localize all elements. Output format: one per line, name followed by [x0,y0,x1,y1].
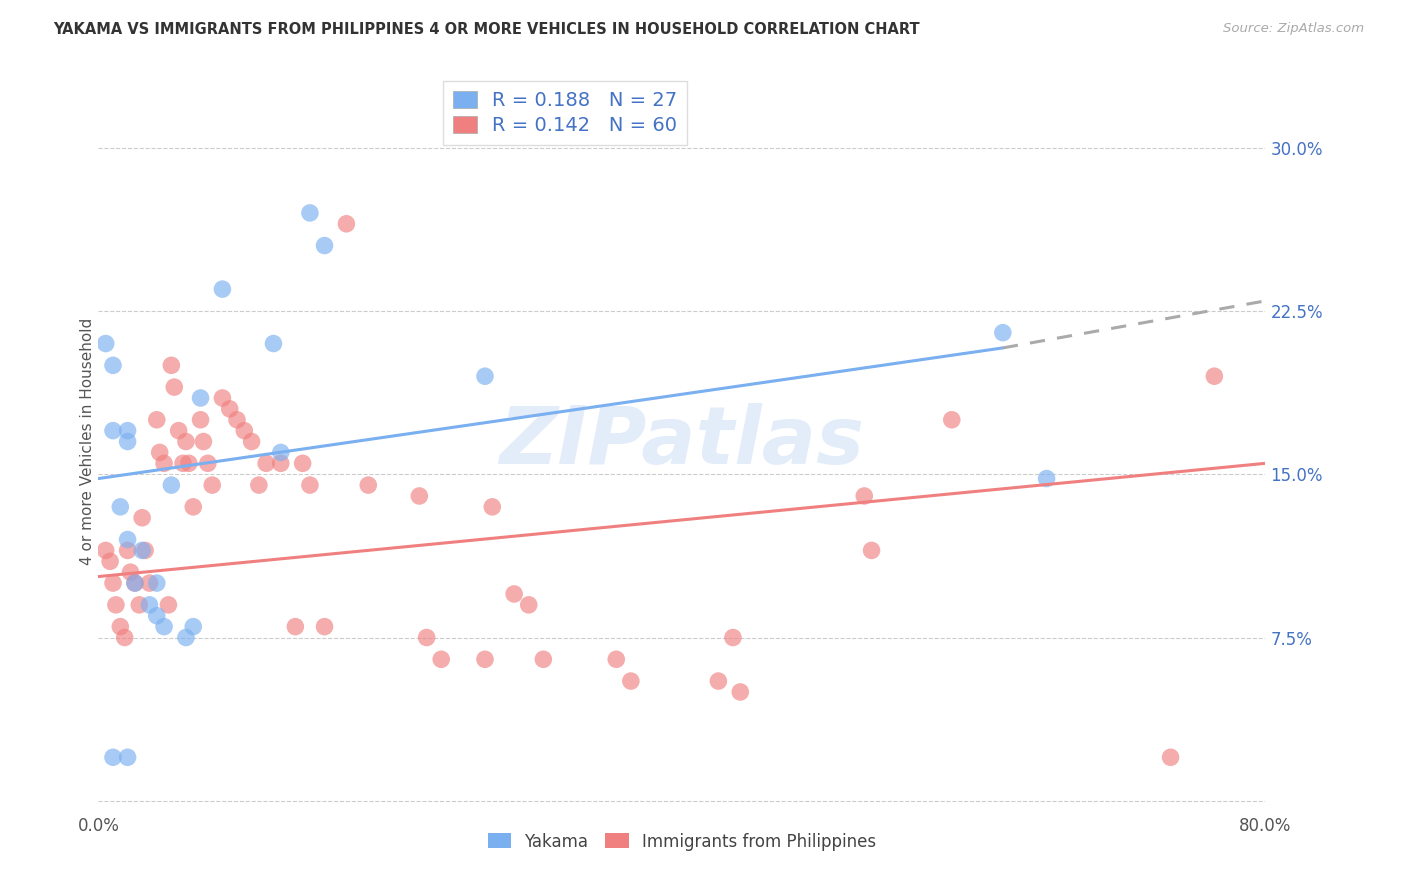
Point [197,456,219,470]
Point [335,217,357,231]
Point [357,478,380,492]
Point [1160,750,1182,764]
Point [101,750,124,764]
Point [181,500,204,514]
Point [291,456,314,470]
Point [174,434,197,449]
Point [110,500,132,514]
Point [298,478,321,492]
Point [1204,369,1226,384]
Point [190,413,212,427]
Point [415,631,437,645]
Point [146,608,169,623]
Point [721,631,744,645]
Point [157,598,180,612]
Point [474,652,496,666]
Point [101,424,124,438]
Point [531,652,554,666]
Point [146,576,169,591]
Point [174,631,197,645]
Point [117,543,139,558]
Point [941,413,963,427]
Point [605,652,627,666]
Point [262,336,284,351]
Point [270,456,292,470]
Point [153,456,176,470]
Point [233,424,256,438]
Point [201,478,224,492]
Point [226,413,249,427]
Point [134,543,156,558]
Point [138,576,160,591]
Point [270,445,292,459]
Point [124,576,146,591]
Point [620,674,643,689]
Point [146,413,169,427]
Point [117,750,139,764]
Point [298,206,321,220]
Point [503,587,526,601]
Point [284,619,307,633]
Text: ZIPatlas: ZIPatlas [499,402,865,481]
Point [860,543,883,558]
Point [218,401,240,416]
Point [314,619,336,633]
Point [101,576,124,591]
Point [517,598,540,612]
Y-axis label: 4 or more Vehicles in Household: 4 or more Vehicles in Household [80,318,94,566]
Point [160,478,183,492]
Point [211,391,233,405]
Point [254,456,277,470]
Point [94,543,117,558]
Point [120,565,142,579]
Point [117,424,139,438]
Point [430,652,453,666]
Text: YAKAMA VS IMMIGRANTS FROM PHILIPPINES 4 OR MORE VEHICLES IN HOUSEHOLD CORRELATIO: YAKAMA VS IMMIGRANTS FROM PHILIPPINES 4 … [53,22,920,37]
Point [94,336,117,351]
Point [110,619,132,633]
Point [124,576,146,591]
Point [991,326,1014,340]
Point [117,533,139,547]
Point [181,619,204,633]
Point [314,238,336,252]
Point [211,282,233,296]
Point [149,445,172,459]
Point [172,456,194,470]
Point [177,456,200,470]
Point [160,359,183,373]
Point [193,434,215,449]
Point [481,500,503,514]
Point [167,424,190,438]
Point [138,598,160,612]
Point [131,543,153,558]
Point [707,674,730,689]
Point [730,685,752,699]
Point [101,359,124,373]
Point [240,434,263,449]
Point [474,369,496,384]
Point [98,554,121,568]
Point [853,489,876,503]
Point [131,510,153,524]
Point [190,391,212,405]
Point [104,598,127,612]
Point [163,380,186,394]
Text: Source: ZipAtlas.com: Source: ZipAtlas.com [1223,22,1364,36]
Point [114,631,136,645]
Point [247,478,270,492]
Point [408,489,430,503]
Point [1035,472,1057,486]
Point [117,434,139,449]
Point [153,619,176,633]
Legend: Yakama, Immigrants from Philippines: Yakama, Immigrants from Philippines [479,824,884,859]
Point [128,598,150,612]
